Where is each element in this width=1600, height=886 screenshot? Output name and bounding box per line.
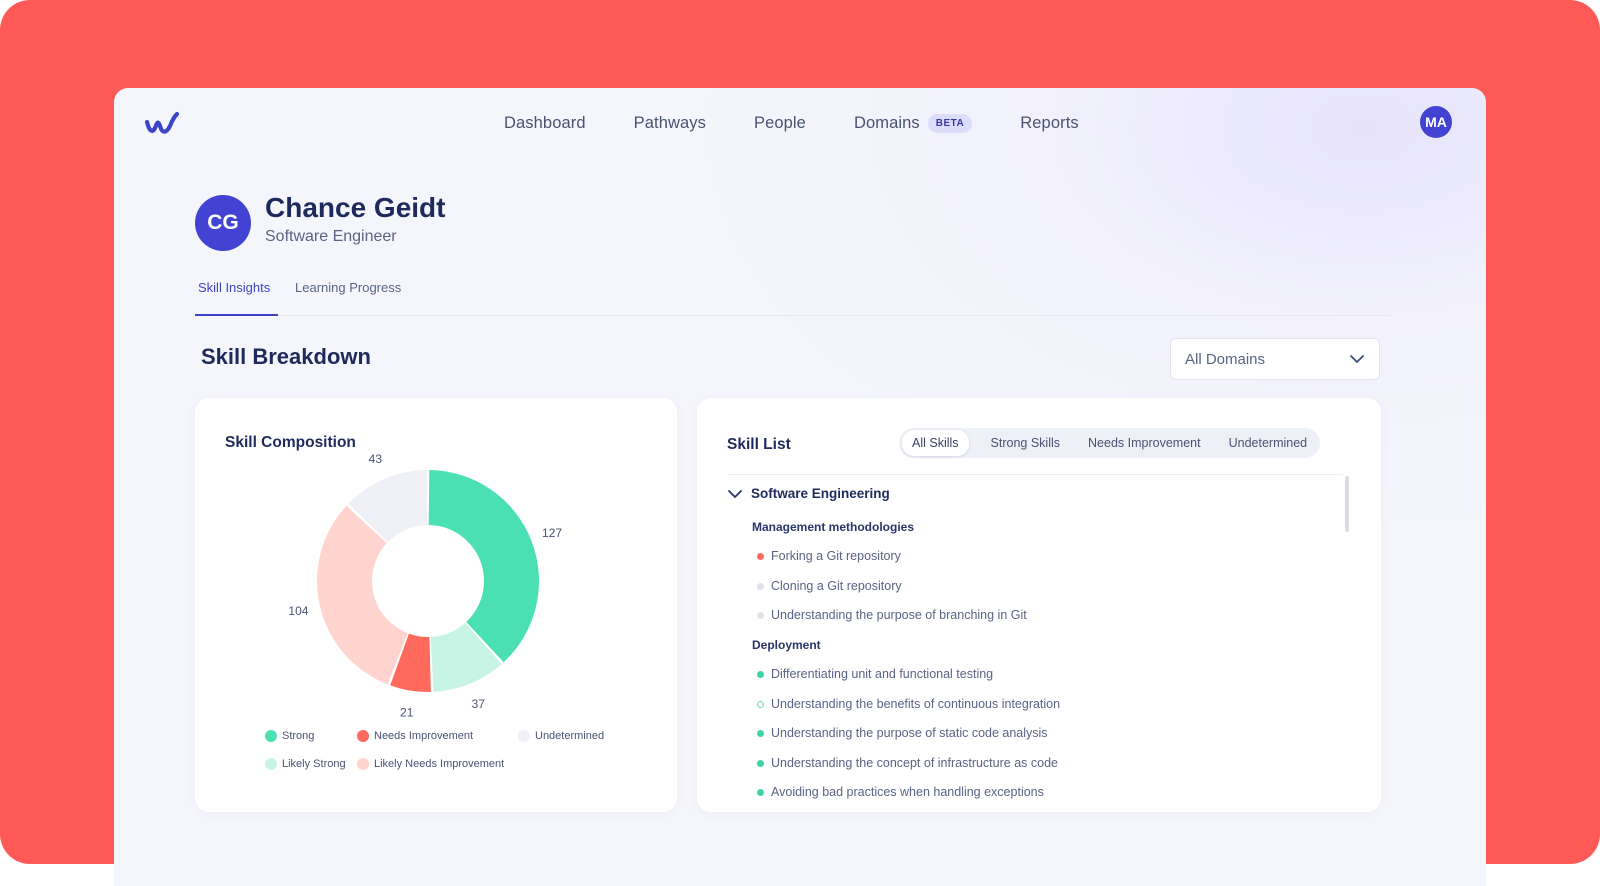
skill-item[interactable]: Avoiding bad practices when handling exc…: [757, 785, 1044, 799]
active-tab-indicator: [195, 314, 278, 316]
skill-list-title: Skill List: [727, 436, 791, 453]
slice-value-label: 43: [369, 452, 383, 466]
nav-domains[interactable]: Domains BETA: [853, 113, 973, 133]
donut-slice-needs-improvement[interactable]: [390, 633, 431, 692]
nav-dashboard[interactable]: Dashboard: [504, 113, 586, 132]
legend-item-needs-improvement: Needs Improvement: [357, 730, 473, 742]
skill-item[interactable]: Understanding the benefits of continuous…: [757, 697, 1060, 711]
legend-label: Undetermined: [535, 730, 605, 742]
skill-item[interactable]: Differentiating unit and functional test…: [757, 667, 993, 681]
list-divider: [727, 474, 1343, 475]
status-dot: [757, 611, 764, 619]
chevron-down-icon: [1350, 355, 1364, 363]
status-dot: [757, 788, 764, 796]
legend-label: Needs Improvement: [374, 730, 474, 742]
filter-needs-improvement[interactable]: Needs Improvement: [1088, 436, 1201, 450]
status-dot: [757, 670, 764, 678]
group-header-software-engineering[interactable]: Software Engineering: [727, 486, 890, 501]
tab-skill-insights[interactable]: Skill Insights: [198, 280, 271, 295]
subgroup-title: Deployment: [752, 638, 821, 652]
profile-tabs: Skill Insights Learning Progress: [195, 268, 1390, 316]
skill-label: Avoiding bad practices when handling exc…: [771, 785, 1044, 799]
filter-strong-skills[interactable]: Strong Skills: [990, 436, 1061, 450]
skill-label: Understanding the benefits of continuous…: [771, 697, 1061, 711]
nav-domains-label: Domains: [853, 113, 920, 132]
nav-pathways[interactable]: Pathways: [633, 113, 706, 132]
tab-learning-progress[interactable]: Learning Progress: [295, 280, 402, 295]
slice-value-label: 37: [472, 697, 486, 711]
subgroup-title: Management methodologies: [752, 520, 915, 534]
donut-slice-likely-needs-improvement[interactable]: [317, 505, 408, 685]
legend-label: Strong: [282, 730, 315, 742]
legend-item-strong: Strong: [265, 730, 314, 742]
skill-composition-donut: 127 37 21 104 43: [288, 452, 562, 719]
filter-undetermined[interactable]: Undetermined: [1228, 436, 1308, 450]
status-dot: [757, 700, 764, 708]
skill-item[interactable]: Understanding the purpose of static code…: [757, 726, 1048, 740]
legend-label: Likely Needs Improvement: [374, 758, 505, 770]
skill-label: Understanding the concept of infrastruct…: [771, 756, 1058, 770]
skill-item[interactable]: Cloning a Git repository: [757, 579, 902, 593]
skill-label: Understanding the purpose of static code…: [771, 726, 1048, 740]
status-dot: [757, 582, 764, 590]
user-avatar[interactable]: MA: [1420, 106, 1452, 138]
skill-composition-card: Skill Composition 127 37 21 104 43 Strong Ne…: [195, 398, 677, 812]
legend-swatch: [518, 730, 530, 742]
legend-swatch: [357, 730, 369, 742]
legend-swatch: [357, 758, 369, 770]
scrollbar-thumb[interactable]: [1345, 476, 1349, 532]
skill-item[interactable]: Forking a Git repository: [757, 549, 901, 563]
skill-filter-group: All Skills Strong Skills Needs Improveme…: [899, 428, 1321, 458]
profile-name: Chance Geidt: [265, 192, 446, 223]
donut-slice-likely-strong[interactable]: [430, 622, 502, 692]
slice-value-label: 21: [400, 705, 414, 719]
slice-value-label: 127: [542, 526, 562, 540]
status-dot: [757, 729, 764, 737]
legend-label: Likely Strong: [282, 758, 346, 770]
skill-item[interactable]: Understanding the concept of infrastruct…: [757, 756, 1058, 770]
legend-swatch: [265, 758, 277, 770]
skill-label: Forking a Git repository: [771, 549, 901, 563]
status-dot: [757, 552, 764, 560]
nav-people[interactable]: People: [753, 113, 806, 132]
filter-all-skills[interactable]: All Skills: [902, 430, 969, 456]
chevron-down-icon: [728, 489, 742, 498]
donut-slice-strong[interactable]: [428, 470, 539, 663]
wave-logo-icon[interactable]: [144, 108, 180, 138]
group-title: Software Engineering: [751, 486, 890, 501]
composition-title: Skill Composition: [225, 434, 356, 451]
status-dot: [757, 759, 764, 767]
app-window: Dashboard Pathways People Domains BETA R…: [114, 88, 1486, 886]
skill-label: Differentiating unit and functional test…: [771, 667, 994, 681]
profile-role: Software Engineer: [265, 228, 397, 245]
skill-label: Understanding the purpose of branching i…: [771, 608, 1027, 622]
skill-list-card: Skill List All Skills Strong Skills Need…: [697, 398, 1381, 812]
skill-item[interactable]: Understanding the purpose of branching i…: [757, 608, 1027, 622]
slice-value-label: 104: [288, 604, 308, 618]
section-title: Skill Breakdown: [201, 344, 371, 369]
skill-label: Cloning a Git repository: [771, 579, 902, 593]
domain-select-value: All Domains: [1185, 350, 1266, 368]
nav-links: Dashboard Pathways People Domains BETA R…: [504, 88, 1127, 158]
legend-item-likely-strong: Likely Strong: [265, 758, 346, 770]
donut-slice-undetermined[interactable]: [348, 470, 428, 543]
nav-reports[interactable]: Reports: [1020, 113, 1079, 132]
top-navigation: Dashboard Pathways People Domains BETA R…: [114, 88, 1486, 158]
legend-swatch: [265, 730, 277, 742]
domain-select[interactable]: All Domains: [1170, 338, 1380, 380]
legend-item-undetermined: Undetermined: [518, 730, 604, 742]
beta-badge: BETA: [927, 113, 973, 133]
profile-avatar: CG: [195, 195, 251, 251]
legend-item-likely-needs-improvement: Likely Needs Improvement: [357, 758, 504, 770]
